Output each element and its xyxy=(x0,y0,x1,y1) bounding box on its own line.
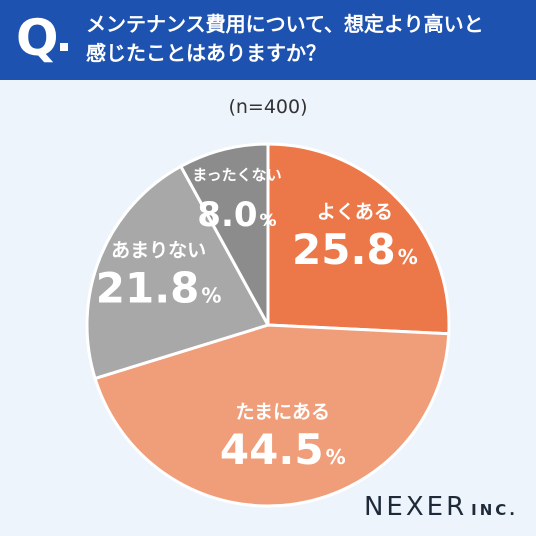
slice-value-3: 21.8% xyxy=(96,264,222,313)
pie-slice-4 xyxy=(178,142,270,326)
slice-value-1: 25.8% xyxy=(292,225,418,274)
slice-value-4: 8.0% xyxy=(197,195,276,235)
slice-label-3: あまりない xyxy=(111,240,206,262)
slice-value-2: 44.5% xyxy=(220,425,346,474)
q-dot xyxy=(60,43,68,51)
logo-sub: INC. xyxy=(471,501,518,519)
pie-slice-3 xyxy=(85,164,271,381)
slice-label-4: まったくない xyxy=(192,166,281,184)
slice-label-1: よくある xyxy=(317,201,393,223)
sample-size: (n=400) xyxy=(228,96,308,118)
question-text: メンテナンス費用について、想定より高いと 感じたことはありますか？ xyxy=(86,12,484,65)
pie-slice-2 xyxy=(93,323,451,508)
question-header: Q メンテナンス費用について、想定より高いと 感じたことはありますか？ xyxy=(0,0,536,80)
slice-label-2: たまにある xyxy=(236,401,330,423)
logo-main: NEXER xyxy=(363,492,468,522)
nexer-logo: NEXER INC. xyxy=(364,492,518,522)
pie-slices xyxy=(85,142,451,508)
q-mark: Q xyxy=(16,9,59,67)
pie-slice-1 xyxy=(266,142,451,336)
